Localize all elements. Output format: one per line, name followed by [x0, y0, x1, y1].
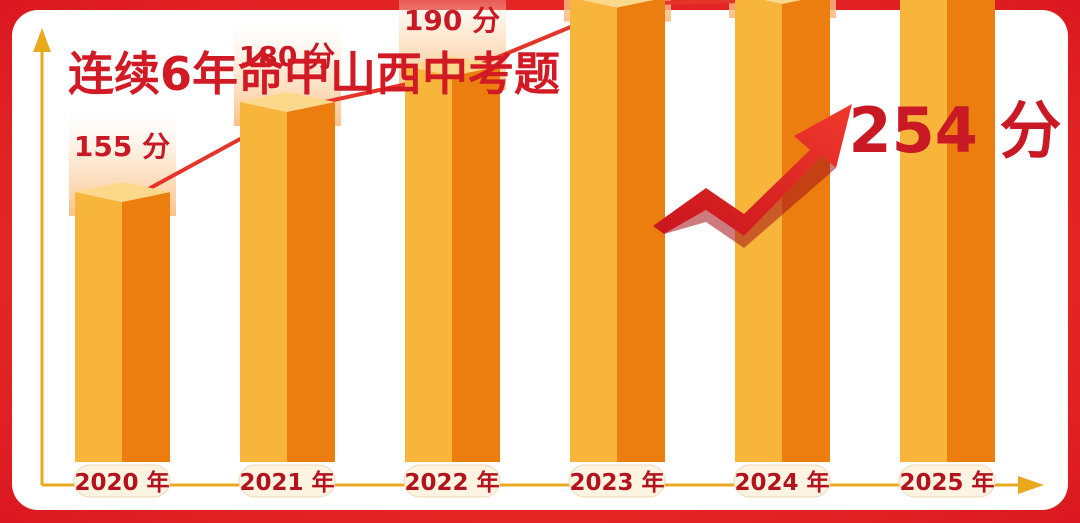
year-pill [898, 464, 996, 498]
data-label: 254 分 [848, 94, 1061, 167]
bar-front-face [75, 192, 122, 462]
y-axis-arrowhead [33, 28, 51, 52]
bar-top-face [240, 92, 335, 112]
bar-side-face [947, 0, 995, 462]
year-pill [568, 464, 666, 498]
x-tick-label: 2025 年 [899, 469, 994, 496]
data-label: 155 分 [74, 130, 170, 163]
x-tick-label: 2020 年 [74, 469, 169, 496]
year-label-layer: 2020 年 2021 年 2022 年 2023 年 2024 年 2025 年 [73, 464, 996, 498]
year-pill [733, 464, 831, 498]
x-tick-label: 2021 年 [239, 469, 334, 496]
bar-side-face [122, 192, 170, 462]
x-tick-label: 2023 年 [569, 469, 664, 496]
bar-top-face [581, 0, 654, 8]
year-pill [403, 464, 501, 498]
bar-top-face [405, 56, 500, 76]
data-label: 180 分 [239, 40, 335, 73]
bar-front-face [900, 0, 947, 462]
year-pill [73, 464, 171, 498]
data-label: 190 分 [404, 4, 500, 37]
bar-front-face [240, 102, 287, 462]
x-axis-arrowhead [1018, 476, 1044, 494]
chart-title: 连续6年命中山西中考题 [68, 47, 560, 101]
bar-side-face [287, 102, 335, 462]
rising-arrow-layer [653, 104, 852, 248]
bar-side-face [452, 66, 500, 462]
year-pill [238, 464, 336, 498]
bar-layer [75, 0, 995, 462]
bar-front-face [405, 66, 452, 462]
bar-side-face [617, 0, 665, 462]
x-tick-label: 2024 年 [734, 469, 829, 496]
axis-layer [33, 28, 1044, 494]
rising-arrow-icon [653, 104, 852, 236]
bar-top-face [75, 182, 170, 202]
bar-front-face [570, 0, 617, 462]
rising-arrow-shadow [664, 156, 836, 248]
bar-side-face [782, 0, 830, 462]
x-tick-label: 2022 年 [404, 469, 499, 496]
bar-top-face [763, 0, 802, 4]
